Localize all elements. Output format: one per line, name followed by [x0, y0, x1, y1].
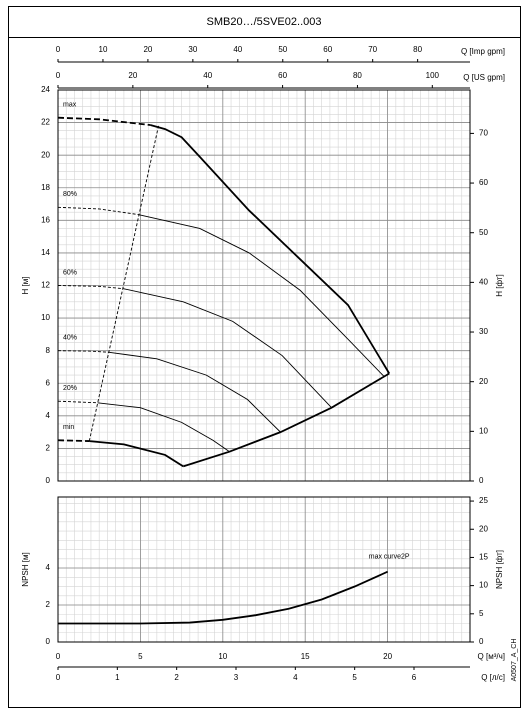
y-tick-label: 10	[41, 313, 50, 322]
bottom-axis-tick-label: 5	[352, 673, 357, 682]
y2-tick-label: 70	[479, 129, 488, 138]
drawing-code: A0507_A_CH	[511, 639, 518, 682]
x-tick-label: 10	[218, 652, 227, 661]
top-axis-tick-label: 40	[203, 71, 212, 80]
top-axis-tick-label: 60	[323, 45, 332, 54]
top-axis-label: Q [Imp gpm]	[461, 47, 505, 56]
top-axis-tick-label: 100	[426, 71, 440, 80]
curve	[89, 440, 184, 468]
curve-label: max	[63, 102, 77, 109]
curve-label: 60%	[63, 269, 77, 276]
frame	[8, 6, 521, 708]
x-tick-label: 0	[56, 652, 61, 661]
y2-tick-label: 40	[479, 277, 488, 286]
y-tick-label: 22	[41, 118, 50, 127]
y2-tick-label: 60	[479, 178, 488, 187]
top-axis-label: Q [US gpm]	[463, 73, 505, 82]
x-tick-label: 5	[138, 652, 143, 661]
curve	[57, 206, 139, 216]
top-axis-tick-label: 80	[413, 45, 422, 54]
y-axis-label: NPSH [м]	[21, 552, 30, 586]
top-axis-tick-label: 40	[233, 45, 242, 54]
curve	[57, 400, 98, 404]
y2-tick-label: 5	[479, 609, 484, 618]
y-tick-label: 20	[41, 150, 50, 159]
curve-label: 20%	[63, 385, 77, 392]
y2-tick-label: 0	[479, 476, 484, 485]
bottom-axis-tick-label: 3	[234, 673, 239, 682]
y2-axis-label: H [фт]	[495, 274, 504, 297]
curve	[123, 288, 332, 408]
curve	[150, 124, 391, 374]
top-axis-tick-label: 0	[56, 45, 61, 54]
top-axis-tick-label: 20	[128, 71, 137, 80]
y2-tick-label: 30	[479, 327, 488, 336]
top-axis-tick-label: 20	[143, 45, 152, 54]
top-axis-tick-label: 60	[278, 71, 287, 80]
plot-frame	[57, 496, 471, 643]
top-axis-tick-label: 80	[353, 71, 362, 80]
y2-tick-label: 10	[479, 426, 488, 435]
y-tick-label: 24	[41, 85, 50, 94]
curve	[57, 439, 90, 442]
curve	[109, 351, 281, 433]
x-tick-label: 20	[383, 652, 392, 661]
y2-axis-label: NPSH [фт]	[495, 550, 504, 589]
y-tick-label: 0	[46, 637, 51, 646]
curve-label: min	[63, 424, 74, 431]
y-tick-label: 8	[46, 346, 51, 355]
y2-tick-label: 20	[479, 377, 488, 386]
y-tick-label: 0	[46, 476, 51, 485]
y-tick-label: 12	[41, 281, 50, 290]
curve	[97, 402, 230, 453]
curve	[57, 285, 124, 290]
bottom-axis-label: Q [л/с]	[481, 673, 505, 682]
curve-label: max curve2P	[369, 554, 410, 561]
y-axis-label: H [м]	[21, 277, 30, 295]
top-axis-tick-label: 30	[188, 45, 197, 54]
y2-tick-label: 50	[479, 228, 488, 237]
top-axis-tick-label: 70	[368, 45, 377, 54]
x-tick-label: 15	[301, 652, 310, 661]
curve	[57, 116, 151, 126]
y-tick-label: 4	[46, 563, 51, 572]
x-axis-label: Q [м³/ч]	[478, 652, 505, 661]
curve	[182, 372, 390, 468]
top-axis-tick-label: 50	[278, 45, 287, 54]
curve-label: 40%	[63, 335, 77, 342]
y2-tick-label: 15	[479, 553, 488, 562]
y2-tick-label: 10	[479, 581, 488, 590]
bottom-axis-tick-label: 2	[174, 673, 179, 682]
bottom-axis-tick-label: 0	[56, 673, 61, 682]
y-tick-label: 4	[46, 411, 51, 420]
y2-tick-label: 20	[479, 524, 488, 533]
y-tick-label: 18	[41, 183, 50, 192]
curve	[138, 214, 385, 378]
y-tick-label: 16	[41, 215, 50, 224]
chart-title: SMB20…/5SVE02..003	[207, 16, 322, 28]
curve-label: 80%	[63, 191, 77, 198]
y-tick-label: 2	[46, 444, 51, 453]
bottom-axis-tick-label: 1	[115, 673, 120, 682]
top-axis-tick-label: 0	[56, 71, 61, 80]
curve	[58, 570, 388, 625]
bottom-axis-tick-label: 4	[293, 673, 298, 682]
y-tick-label: 6	[46, 378, 51, 387]
y2-tick-label: 0	[479, 637, 484, 646]
y-tick-label: 2	[46, 600, 51, 609]
curve	[57, 350, 110, 353]
y2-tick-label: 25	[479, 496, 488, 505]
top-axis-tick-label: 10	[99, 45, 108, 54]
curve	[88, 125, 159, 442]
y-tick-label: 14	[41, 248, 50, 257]
bottom-axis-tick-label: 6	[412, 673, 417, 682]
